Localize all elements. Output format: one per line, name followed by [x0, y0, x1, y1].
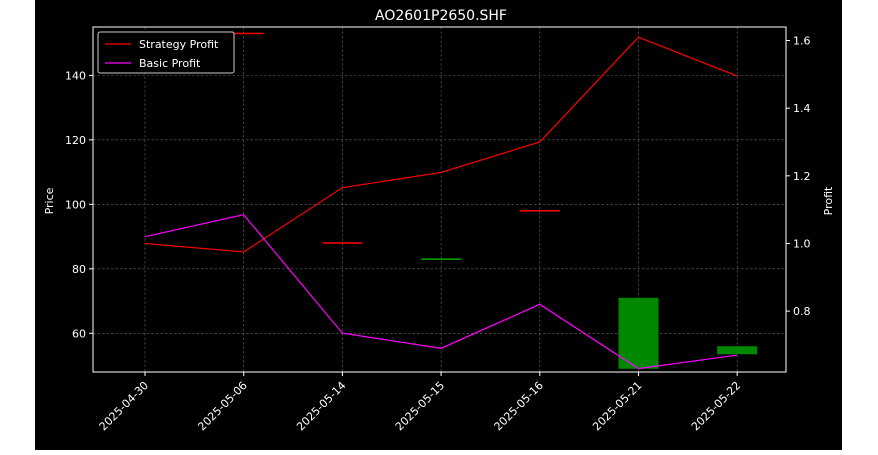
y-axis-label-right: Profit: [822, 186, 835, 215]
right-tick-label: 1.6: [793, 35, 811, 48]
x-tick-label: 2025-04-30: [97, 379, 151, 433]
left-y-ticks: 60 80 100 120 140: [65, 69, 93, 340]
candle-body: [322, 242, 363, 244]
x-tick-label: 2025-05-21: [590, 379, 644, 433]
candle-body: [618, 297, 659, 369]
legend-label-basic-profit: Basic Profit: [139, 57, 201, 70]
chart-title: AO2601P2650.SHF: [375, 8, 507, 24]
left-tick-label: 140: [65, 69, 86, 82]
left-tick-label: 80: [72, 263, 86, 276]
candle-body: [519, 210, 560, 212]
legend-box: [97, 31, 235, 74]
x-tick-label: 2025-05-22: [689, 379, 743, 433]
chart-svg: AO2601P2650.SHF Price Profit 60 80 100 120 1…: [43, 8, 835, 433]
plot-frame: [92, 26, 787, 373]
right-tick-label: 0.8: [793, 305, 811, 318]
y-axis-label-left: Price: [43, 187, 56, 214]
profit-lines: [144, 36, 738, 370]
grid: [93, 27, 786, 372]
x-ticks: 2025-04-30 2025-05-06 2025-05-14 2025-05-15…: [97, 372, 743, 433]
strategy-profit-line: [144, 36, 738, 253]
right-tick-label: 1.4: [793, 102, 811, 115]
legend-label-strategy-profit: Strategy Profit: [139, 38, 219, 51]
left-tick-label: 120: [65, 134, 86, 147]
candle-body: [717, 346, 758, 355]
right-tick-label: 1.0: [793, 237, 811, 250]
x-tick-label: 2025-05-15: [393, 379, 447, 433]
x-tick-label: 2025-05-14: [294, 379, 348, 433]
right-tick-label: 1.2: [793, 170, 811, 183]
left-tick-label: 100: [65, 198, 86, 211]
right-y-ticks: 0.8 1.0 1.2 1.4 1.6: [786, 35, 811, 318]
legend: Strategy Profit Basic Profit: [97, 31, 235, 74]
basic-profit-line: [144, 214, 738, 370]
x-tick-label: 2025-05-16: [492, 379, 546, 433]
left-tick-label: 60: [72, 327, 86, 340]
chart-figure: AO2601P2650.SHF Price Profit 60 80 100 120 1…: [35, 0, 842, 450]
candle-body: [223, 32, 264, 35]
candle-body: [421, 258, 462, 260]
x-tick-label: 2025-05-06: [195, 379, 249, 433]
